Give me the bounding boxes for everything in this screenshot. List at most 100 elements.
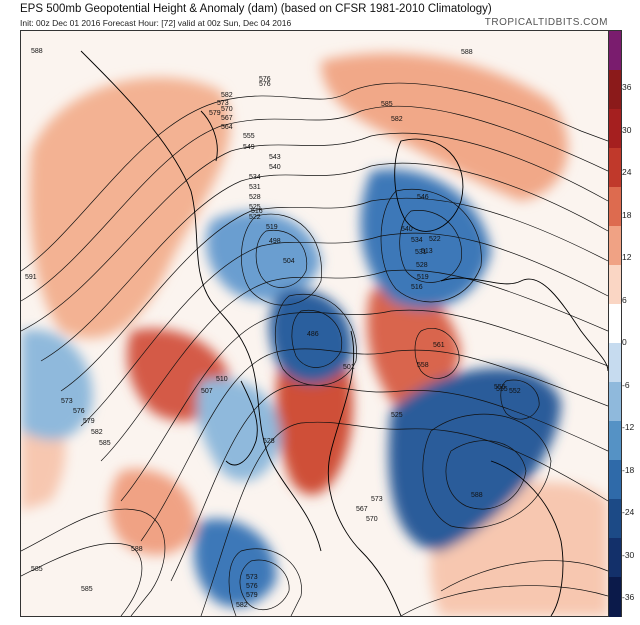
contour-line bbox=[228, 548, 302, 616]
positive-anomaly-north-pacific bbox=[109, 469, 197, 555]
negative-anomaly-eastern-us bbox=[388, 368, 561, 551]
contour-label: 591 bbox=[25, 274, 37, 281]
colorbar-tick-label: 36 bbox=[622, 82, 632, 92]
contour-label: 555 bbox=[243, 133, 255, 140]
contour-line bbox=[170, 384, 608, 582]
colorbar-tick-label: 30 bbox=[622, 124, 632, 135]
contour-label: 573 bbox=[61, 398, 73, 405]
contour-label: 582 bbox=[221, 92, 233, 99]
colorbar-tick-label: 6 bbox=[622, 294, 627, 305]
height-contours bbox=[21, 82, 608, 616]
colorbar-tick-label: -6 bbox=[622, 379, 630, 390]
positive-anomaly-pacific bbox=[29, 77, 231, 339]
colorbar-segment bbox=[609, 577, 621, 617]
contour-line bbox=[500, 379, 540, 420]
contour-label: 555 bbox=[496, 386, 508, 393]
contour-label: 579 bbox=[246, 592, 258, 599]
contour-label: 546 bbox=[417, 194, 429, 201]
contour-label: 531 bbox=[249, 184, 261, 191]
contour-label: 576 bbox=[73, 408, 85, 415]
contour-line bbox=[21, 508, 166, 616]
contour-label: 534 bbox=[249, 174, 261, 181]
colorbar-tick-label: -36 bbox=[622, 592, 635, 602]
contour-label: 585 bbox=[381, 101, 393, 108]
contour-label: 519 bbox=[417, 274, 429, 281]
colorbar-segment bbox=[609, 265, 621, 305]
contour-label: 486 bbox=[307, 331, 319, 338]
contour-line bbox=[40, 162, 608, 362]
contour-label: 576 bbox=[246, 583, 258, 590]
colorbar-tick-label: 12 bbox=[622, 252, 632, 262]
contour-label: 528 bbox=[263, 438, 275, 445]
coastline-alaska bbox=[225, 380, 258, 466]
contour-line bbox=[400, 585, 608, 616]
contour-line bbox=[21, 543, 143, 616]
colorbar-tick-label: -12 bbox=[622, 422, 635, 432]
colorbar-tick-label: -18 bbox=[622, 464, 635, 475]
contour-label: 582 bbox=[236, 602, 248, 609]
contour-line bbox=[80, 232, 608, 427]
contour-label: 504 bbox=[283, 258, 295, 265]
anomaly-map-svg: 588 591 573 576 579 582 585 588 585 582 … bbox=[21, 48, 608, 616]
colorbar-segment bbox=[609, 226, 621, 266]
contour-label: 540 bbox=[401, 226, 413, 233]
colorbar-tick-label: -30 bbox=[622, 549, 635, 560]
contour-label: 585 bbox=[81, 586, 93, 593]
colorbar-tick-label: 18 bbox=[622, 209, 632, 220]
contour-line bbox=[445, 440, 527, 510]
anomaly-shading bbox=[21, 53, 608, 616]
contour-label: 516 bbox=[251, 208, 263, 215]
contour-label: 501 bbox=[343, 364, 355, 371]
contour-line bbox=[241, 213, 322, 306]
colorbar-segment bbox=[609, 421, 621, 461]
contour-line bbox=[274, 294, 357, 386]
contour-label: 573 bbox=[217, 100, 229, 107]
colorbar-tick-label: 24 bbox=[622, 167, 632, 177]
map-title: EPS 500mb Geopotential Height & Anomaly … bbox=[20, 3, 492, 15]
contour-label: 558 bbox=[417, 362, 429, 369]
contour-line bbox=[120, 309, 608, 502]
coastline-africa bbox=[490, 460, 564, 616]
contour-line bbox=[380, 189, 482, 303]
colorbar-segment bbox=[609, 343, 621, 383]
colorbar-segment bbox=[609, 382, 621, 422]
contour-label: 522 bbox=[429, 236, 441, 243]
contour-label: 573 bbox=[246, 574, 258, 581]
contour-line bbox=[100, 269, 608, 462]
colorbar-segment bbox=[609, 499, 621, 539]
contour-line bbox=[399, 210, 462, 283]
map-subtitle: Init: 00z Dec 01 2016 Forecast Hour: [72… bbox=[20, 18, 292, 28]
contour-label: 543 bbox=[269, 154, 281, 161]
contour-label: 579 bbox=[209, 110, 221, 117]
negative-anomaly-siberia bbox=[206, 211, 321, 301]
brand-logo-text[interactable]: TROPICALTIDBITS.COM bbox=[484, 17, 608, 28]
coastline-greenland bbox=[394, 138, 464, 232]
contour-line bbox=[21, 82, 608, 272]
contour-line bbox=[414, 328, 460, 379]
contour-label: 525 bbox=[391, 412, 403, 419]
contour-label: 522 bbox=[249, 214, 261, 221]
anomaly-colorbar bbox=[608, 30, 622, 617]
contour-label: 525 bbox=[249, 204, 261, 211]
contour-line bbox=[440, 560, 608, 592]
negative-anomaly-greenland bbox=[360, 169, 491, 309]
contour-line bbox=[140, 348, 608, 542]
contour-label: 498 bbox=[269, 238, 281, 245]
contour-label: 567 bbox=[356, 506, 368, 513]
colorbar-segment bbox=[609, 187, 621, 227]
contour-label: 582 bbox=[391, 116, 403, 123]
contour-label: 519 bbox=[266, 224, 278, 231]
colorbar-segment bbox=[609, 109, 621, 149]
contour-label: 582 bbox=[91, 429, 103, 436]
contour-labels: 588 591 573 576 579 582 585 588 585 582 … bbox=[25, 48, 521, 609]
contour-label: 564 bbox=[221, 124, 233, 131]
contour-label: 531 bbox=[415, 249, 427, 256]
positive-anomaly-europe bbox=[367, 284, 461, 409]
contour-label: 585 bbox=[31, 566, 43, 573]
contour-label: 576 bbox=[259, 81, 271, 88]
contour-label: 576 bbox=[259, 76, 271, 83]
coastline-north-america bbox=[327, 330, 402, 616]
contour-line bbox=[291, 309, 343, 368]
colorbar-segment bbox=[609, 538, 621, 578]
contour-label: 549 bbox=[243, 144, 255, 151]
